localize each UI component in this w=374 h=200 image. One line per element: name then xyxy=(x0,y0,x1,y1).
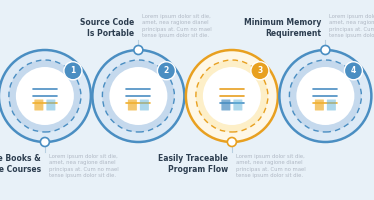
Circle shape xyxy=(9,60,81,132)
FancyBboxPatch shape xyxy=(128,99,137,110)
Circle shape xyxy=(296,67,355,125)
Text: 2: 2 xyxy=(164,66,169,75)
Text: 4: 4 xyxy=(351,66,356,75)
FancyBboxPatch shape xyxy=(34,99,43,110)
Text: 3: 3 xyxy=(257,66,263,75)
Circle shape xyxy=(344,62,362,80)
Circle shape xyxy=(0,50,91,142)
Text: Minimum Memory
Requirement: Minimum Memory Requirement xyxy=(244,18,321,38)
FancyBboxPatch shape xyxy=(46,99,55,110)
FancyBboxPatch shape xyxy=(233,99,242,110)
Text: Source Code
Is Portable: Source Code Is Portable xyxy=(80,18,134,38)
Text: 1: 1 xyxy=(70,66,76,75)
Circle shape xyxy=(64,62,82,80)
FancyBboxPatch shape xyxy=(327,99,336,110)
Circle shape xyxy=(227,138,236,146)
FancyBboxPatch shape xyxy=(140,99,149,110)
FancyBboxPatch shape xyxy=(221,99,230,110)
Circle shape xyxy=(279,50,371,142)
FancyBboxPatch shape xyxy=(315,99,324,110)
Circle shape xyxy=(186,50,278,142)
Circle shape xyxy=(321,46,330,54)
Text: Lorem ipsum dolor sit die,
amet, nea ragione dianel
principas at. Cum no mael
te: Lorem ipsum dolor sit die, amet, nea rag… xyxy=(49,154,119,178)
Circle shape xyxy=(203,67,261,125)
Circle shape xyxy=(251,62,269,80)
Circle shape xyxy=(196,60,268,132)
Circle shape xyxy=(109,67,168,125)
Circle shape xyxy=(289,60,361,132)
Circle shape xyxy=(92,50,184,142)
Text: Easily Traceable
Program Flow: Easily Traceable Program Flow xyxy=(158,154,228,174)
Circle shape xyxy=(102,60,174,132)
Text: Lorem ipsum dolor sit die,
amet, nea ragione dianel
principas at. Cum no mael
te: Lorem ipsum dolor sit die, amet, nea rag… xyxy=(236,154,306,178)
Circle shape xyxy=(40,138,49,146)
Circle shape xyxy=(157,62,175,80)
Text: Lorem ipsum dolor sit die,
amet, nea ragione dianel
principas at. Cum no mael
te: Lorem ipsum dolor sit die, amet, nea rag… xyxy=(329,14,374,38)
Circle shape xyxy=(134,46,143,54)
Text: Available Books &
Online Courses: Available Books & Online Courses xyxy=(0,154,41,174)
Text: Lorem ipsum dolor sit die,
amet, nea ragione dianel
principas at. Cum no mael
te: Lorem ipsum dolor sit die, amet, nea rag… xyxy=(142,14,212,38)
Circle shape xyxy=(16,67,74,125)
